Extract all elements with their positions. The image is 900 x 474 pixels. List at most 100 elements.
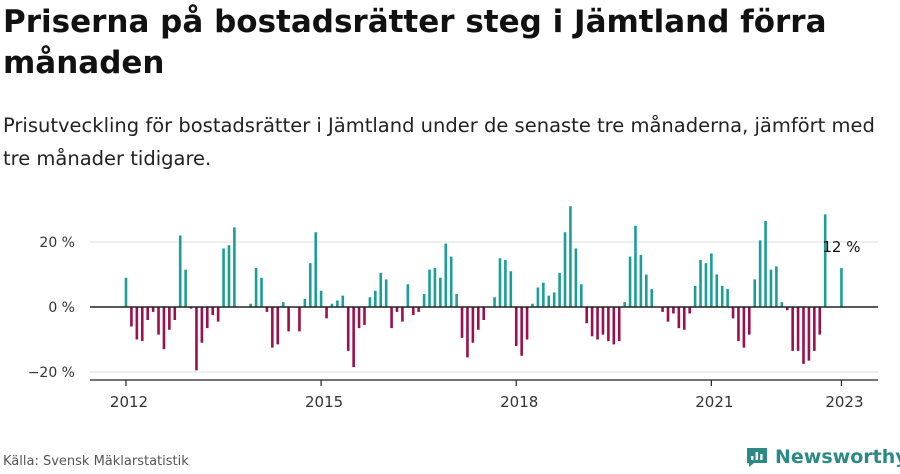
bar <box>157 307 160 335</box>
bar <box>374 290 377 307</box>
bar <box>563 232 567 307</box>
bar <box>590 307 594 337</box>
bar <box>628 256 632 308</box>
bar <box>135 307 139 340</box>
y-gridlines <box>90 241 878 373</box>
bar <box>368 297 372 307</box>
bar <box>715 274 719 307</box>
bar <box>704 263 708 308</box>
bar <box>748 307 751 335</box>
bar <box>731 307 735 319</box>
bar <box>124 277 128 307</box>
bar <box>195 307 198 371</box>
bar <box>130 307 133 327</box>
brand-logo: Newsworthy <box>745 442 900 472</box>
bar <box>206 307 209 329</box>
newsworthy-logo-icon <box>747 448 767 467</box>
bar <box>775 266 778 308</box>
bar <box>574 248 578 307</box>
bar <box>216 307 220 322</box>
bar <box>504 259 507 308</box>
bar <box>672 307 675 314</box>
bar <box>802 307 805 364</box>
bar <box>357 307 361 329</box>
bar <box>585 307 588 324</box>
bar <box>807 307 811 361</box>
bar <box>173 307 177 320</box>
bar <box>769 269 773 308</box>
bar <box>466 307 469 358</box>
bar <box>623 302 626 308</box>
bar <box>390 307 393 329</box>
brand-name: Newsworthy <box>775 446 900 468</box>
bar <box>417 307 420 312</box>
bar <box>303 298 307 308</box>
bar <box>140 307 144 342</box>
chart-subtitle: Prisutveckling för bostadsrätter i Jämtl… <box>3 114 875 170</box>
bar <box>558 272 561 308</box>
bar <box>276 307 280 345</box>
bar-chart: 20 % 0 % −20 % 2012 2015 2018 2021 2023 12 % <box>28 206 878 411</box>
bar <box>260 277 263 307</box>
bar <box>189 307 193 309</box>
bar <box>346 307 350 351</box>
bar <box>287 307 290 332</box>
bar <box>281 302 285 308</box>
x-ticks: 2012 2015 2018 2021 2023 <box>110 380 864 411</box>
bar <box>227 245 231 307</box>
bar <box>477 307 480 330</box>
bar <box>184 269 187 308</box>
bar <box>330 303 334 307</box>
bar <box>547 295 551 308</box>
y-tick-label: 20 % <box>39 235 75 251</box>
bar <box>352 307 355 368</box>
bar <box>211 307 215 316</box>
bar <box>536 287 540 307</box>
bar <box>233 227 236 308</box>
bar <box>791 307 794 351</box>
bar <box>249 303 252 307</box>
bar <box>758 240 762 308</box>
bar <box>785 307 789 311</box>
bar <box>682 307 686 330</box>
bar <box>265 307 269 312</box>
bar <box>325 307 328 319</box>
bar <box>818 307 822 335</box>
x-tick-label: 2021 <box>695 393 733 411</box>
bar <box>200 307 204 343</box>
bar <box>699 259 702 308</box>
x-tick-label: 2023 <box>825 393 863 411</box>
bar <box>384 279 388 308</box>
y-tick-label: −20 % <box>28 365 75 381</box>
bar <box>607 307 610 342</box>
bar <box>780 302 784 308</box>
bar <box>168 307 171 330</box>
bar <box>411 307 415 316</box>
bar <box>612 307 616 345</box>
bar <box>796 307 800 351</box>
chart-title: Priserna på bostadsrätter steg i Jämtlan… <box>3 4 827 81</box>
bar <box>542 282 545 308</box>
bar <box>531 303 534 307</box>
bar <box>840 268 843 307</box>
x-tick-label: 2018 <box>500 393 538 411</box>
bar <box>439 277 442 307</box>
bar <box>471 307 475 343</box>
bar <box>520 307 523 356</box>
bar <box>617 307 621 342</box>
bar <box>688 307 691 314</box>
bar <box>720 285 724 308</box>
bar <box>254 268 258 307</box>
bar <box>428 269 431 308</box>
bar <box>308 263 312 308</box>
last-value-label: 12 % <box>822 238 860 256</box>
bar <box>645 274 648 307</box>
bar <box>406 284 410 307</box>
bar <box>661 307 664 312</box>
bar <box>823 214 827 308</box>
annotations: 12 % <box>822 238 860 256</box>
bar <box>493 297 496 307</box>
bar <box>710 253 713 308</box>
bar <box>444 243 448 308</box>
bar <box>178 235 182 307</box>
